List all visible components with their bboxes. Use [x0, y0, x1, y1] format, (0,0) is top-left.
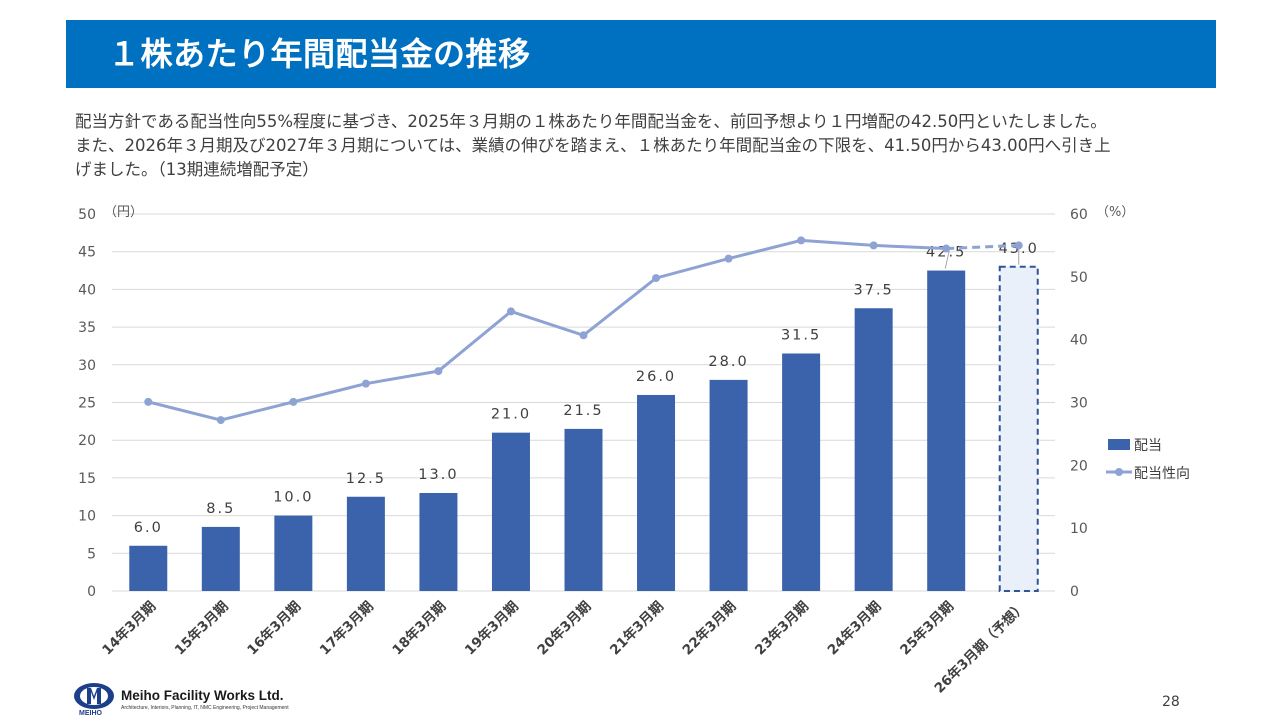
y-left-unit-label: （円）	[104, 205, 143, 220]
bar	[346, 496, 385, 591]
x-tick-label: 15年3月期	[171, 598, 232, 659]
x-tick-label: 24年3月期	[824, 598, 885, 659]
bar	[927, 270, 966, 591]
legend-label-payout-ratio: 配当性向	[1134, 466, 1190, 482]
bar	[419, 492, 458, 591]
y-left-tick-label: 25	[78, 396, 96, 412]
bar	[564, 428, 603, 591]
bar-value-label: 21.5	[563, 403, 603, 419]
y-right-tick-label: 40	[1070, 333, 1088, 349]
legend-marker-payout-ratio	[1115, 468, 1123, 476]
payout-ratio-line	[147, 238, 947, 422]
payout-ratio-point	[869, 241, 878, 250]
bar-forecast	[998, 265, 1039, 592]
x-tick-label: 25年3月期	[896, 598, 957, 659]
bar	[637, 394, 676, 591]
bar-value-label: 12.5	[346, 471, 386, 487]
bar-value-label: 8.5	[206, 501, 235, 517]
bar-value-label: 13.0	[418, 467, 458, 483]
x-tick-label: 19年3月期	[461, 598, 522, 659]
page-title: １株あたり年間配当金の推移	[108, 35, 531, 73]
payout-ratio-point	[797, 236, 806, 245]
y-right-tick-label: 60	[1070, 207, 1088, 223]
y-left-tick-label: 35	[78, 320, 96, 336]
y-left-tick-label: 15	[78, 471, 96, 487]
bar	[491, 432, 530, 591]
page-number: 28	[1162, 694, 1180, 710]
description: 配当方針である配当性向55%程度に基づき、2025年３月期の１株あたり年間配当金…	[75, 110, 1210, 182]
x-tick-label: 21年3月期	[606, 598, 667, 659]
bar-value-label: 28.0	[708, 354, 748, 370]
legend-label-dividend: 配当	[1134, 438, 1162, 454]
payout-ratio-point	[144, 397, 153, 406]
y-right-unit-label: （%）	[1096, 205, 1134, 220]
y-left-tick-label: 30	[78, 358, 96, 374]
bar	[129, 545, 168, 591]
bar	[709, 379, 748, 591]
y-left-tick-label: 45	[78, 245, 96, 261]
y-right-tick-label: 50	[1070, 270, 1088, 286]
title-bar: １株あたり年間配当金の推移	[66, 20, 1216, 88]
meiho-logo-icon	[74, 683, 114, 709]
y-right-tick-label: 20	[1070, 458, 1088, 474]
y-left-tick-label: 50	[78, 207, 96, 223]
description-line-1: 配当方針である配当性向55%程度に基づき、2025年３月期の１株あたり年間配当金…	[75, 112, 1107, 131]
x-tick-label: 20年3月期	[534, 598, 595, 659]
company-tagline: Architecture, Interiors, Planning, IT, N…	[121, 705, 289, 711]
y-left-tick-label: 5	[87, 546, 96, 562]
bar	[201, 526, 240, 591]
x-tick-label: 18年3月期	[389, 598, 450, 659]
y-right-tick-label: 30	[1070, 396, 1088, 412]
payout-ratio-point	[942, 244, 951, 253]
y-left-tick-label: 10	[78, 509, 96, 525]
bar-value-label: 37.5	[854, 282, 894, 298]
bar-value-label: 10.0	[273, 490, 313, 506]
x-tick-label: 22年3月期	[679, 598, 740, 659]
payout-ratio-point	[434, 367, 443, 376]
payout-ratio-point	[216, 416, 225, 425]
bar-value-label: 21.0	[491, 407, 531, 423]
leader-line	[944, 250, 950, 269]
y-left-tick-label: 20	[78, 433, 96, 449]
legend-swatch-dividend	[1108, 439, 1130, 450]
bar	[274, 515, 313, 591]
payout-ratio-point	[579, 331, 588, 340]
payout-ratio-point	[652, 274, 661, 283]
y-right-tick-label: 0	[1070, 584, 1079, 600]
payout-ratio-point	[506, 307, 515, 316]
bar-value-label: 31.5	[781, 327, 821, 343]
y-right-tick-label: 10	[1070, 521, 1088, 537]
description-line-2: また、2026年３月期及び2027年３月期については、業績の伸びを踏まえ、１株あ…	[75, 136, 1111, 155]
company-name: Meiho Facility Works Ltd.	[121, 688, 284, 703]
description-line-3: げました。（13期連続増配予定）	[75, 160, 319, 179]
payout-ratio-point	[361, 379, 370, 388]
x-tick-label: 14年3月期	[99, 598, 160, 659]
x-tick-label: 23年3月期	[751, 598, 812, 659]
payout-ratio-point	[724, 254, 733, 263]
logo-abbr: MEIHO	[79, 710, 102, 717]
bar	[782, 353, 821, 591]
x-tick-label: 17年3月期	[316, 598, 377, 659]
bar-value-label: 6.0	[134, 520, 163, 536]
y-left-tick-label: 0	[87, 584, 96, 600]
payout-ratio-point	[1014, 241, 1023, 250]
bar	[854, 308, 893, 591]
bar-value-label: 26.0	[636, 369, 676, 385]
y-left-tick-label: 40	[78, 282, 96, 298]
payout-ratio-point	[289, 397, 298, 406]
x-tick-label: 16年3月期	[244, 598, 305, 659]
